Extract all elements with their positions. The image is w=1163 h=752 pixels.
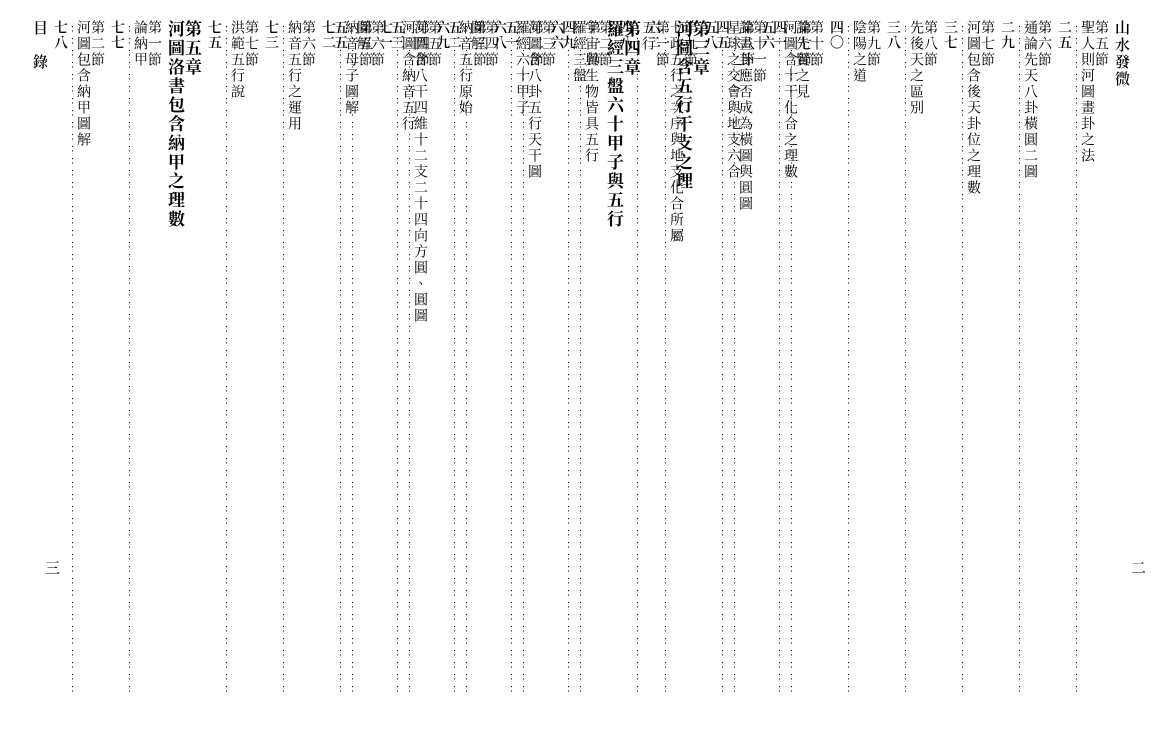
leader-dots: ：：：：：：：：：：：：：：：：：：：：：：：：：：：：：：：：：：：：：：：：… <box>844 24 853 696</box>
leader-dots: ：：：：：：：：：：：：：：：：：：：：：：：：：：：：：：：：：：：：：：：：… <box>901 24 910 696</box>
leader-dots: ：：：：：：：：：：：：：：：：：：：：：：：：：：：：：：：：：：：：：：：：… <box>393 24 402 696</box>
leader-dots: ：：：：：：：：：：：：：：：：：：：：：：：：：：：：：：：：：：：：：：：：… <box>222 24 231 696</box>
running-header: 目 錄 <box>33 20 48 140</box>
page-ref: 六六 <box>550 20 564 700</box>
toc-entry: 第二節河圖包含納甲圖解：：：：：：：：：：：：：：：：：：：：：：：：：：：：：… <box>54 20 105 700</box>
section-label: 第八節 <box>924 20 938 694</box>
leader-dots: ：：：：：：：：：：：：：：：：：：：：：：：：：：：：：：：：：：：：：：：：… <box>279 24 288 696</box>
toc-entry: 第四節河圖含納音五行：：：：：：：：：：：：：：：：：：：：：：：：：：：：：：… <box>379 20 430 700</box>
toc-entry: 第一節論納甲：：：：：：：：：：：：：：：：：：：：：：：：：：：：：：：：：：… <box>111 20 162 700</box>
toc-entry: 第九節陰陽之道：：：：：：：：：：：：：：：：：：：：：：：：：：：：：：：：：… <box>830 20 881 700</box>
page-number-left: 三 <box>42 560 63 581</box>
leader-dots: ：：：：：：：：：：：：：：：：：：：：：：：：：：：：：：：：：：：：：：：：… <box>336 24 345 696</box>
page-ref: 二九 <box>1001 20 1015 700</box>
page-ref: 四〇 <box>830 20 844 700</box>
section-label: 第九節 <box>867 20 881 694</box>
section-title: 論納甲 <box>134 20 148 700</box>
section-label: 第一節 <box>148 20 162 694</box>
running-header: 山水發微 <box>1115 20 1130 140</box>
toc-entry: 第七節河圖含十干化合之理數：：：：：：：：：：：：：：：：：：：：：：：：：：：… <box>761 20 812 700</box>
section-title: 聖人則河圖畫卦之法 <box>1081 20 1095 700</box>
page-ref: 七三 <box>265 20 279 700</box>
section-title: 通論先天八卦橫圓二圖 <box>1024 20 1038 700</box>
toc-entry: 第八節先後天之區別：：：：：：：：：：：：：：：：：：：：：：：：：：：：：：：… <box>887 20 938 700</box>
section-title: 河圖含十干化合之理數 <box>784 20 798 700</box>
leader-dots: ：：：：：：：：：：：：：：：：：：：：：：：：：：：：：：：：：：：：：：：：… <box>775 24 784 696</box>
left-page: 第七節河圖含十干化合之理數：：：：：：：：：：：：：：：：：：：：：：：：：：：… <box>30 20 815 740</box>
page-ref: 三七 <box>944 20 958 700</box>
leader-dots: ：：：：：：：：：：：：：：：：：：：：：：：：：：：：：：：：：：：：：：：：… <box>125 24 134 696</box>
toc-entry: 第六節納音五行之運用：：：：：：：：：：：：：：：：：：：：：：：：：：：：：：… <box>265 20 316 700</box>
chapter-heading: 第五章河圖洛書包含納甲之理數 <box>168 20 202 440</box>
leader-dots: ：：：：：：：：：：：：：：：：：：：：：：：：：：：：：：：：：：：：：：：：… <box>661 24 670 696</box>
page-ref: 二五 <box>1058 20 1072 700</box>
leader-dots: ：：：：：：：：：：：：：：：：：：：：：：：：：：：：：：：：：：：：：：：：… <box>564 24 573 696</box>
leader-dots: ：：：：：：：：：：：：：：：：：：：：：：：：：：：：：：：：：：：：：：：：… <box>1015 24 1024 696</box>
section-title: 納音五行之運用 <box>288 20 302 700</box>
section-title: 星球之交會與地支六合 <box>727 20 741 700</box>
section-title: 羅經六十甲子 <box>516 20 530 700</box>
toc-entry: 第九節七政五行之次序與地支化合所屬：：：：：：：：：：：：：：：：：：：：：：：… <box>647 20 698 700</box>
toc-entry: 第六節通論先天八卦橫圓二圖：：：：：：：：：：：：：：：：：：：：：：：：：：：… <box>1001 20 1052 700</box>
page-ref: 七五 <box>208 20 222 700</box>
page-ref: 七一 <box>379 20 393 700</box>
leader-dots: ：：：：：：：：：：：：：：：：：：：：：：：：：：：：：：：：：：：：：：：：… <box>68 24 77 696</box>
toc-entry: 第三節納音五行原始：：：：：：：：：：：：：：：：：：：：：：：：：：：：：：：… <box>436 20 487 700</box>
toc-entry: 第五節聖人則河圖畫卦之法：：：：：：：：：：：：：：：：：：：：：：：：：：：：… <box>1058 20 1109 700</box>
chapter-heading: 第四章羅經三盤六十甲子與五行 <box>607 20 641 440</box>
toc-entry: 第八節星球之交會與地支六合：：：：：：：：：：：：：：：：：：：：：：：：：：：… <box>704 20 755 700</box>
page-ref: 七二 <box>322 20 336 700</box>
chapter-title: 河圖洛書包含納甲之理數 <box>168 20 185 440</box>
section-label: 第三節 <box>473 20 487 694</box>
toc-entry: 第五節納音母子圖解：：：：：：：：：：：：：：：：：：：：：：：：：：：：：：：… <box>322 20 373 700</box>
page-ref: 三八 <box>887 20 901 700</box>
page-ref: 五六 <box>761 20 775 700</box>
page-ref: 六九 <box>436 20 450 700</box>
page-ref: 七八 <box>54 20 68 700</box>
leader-dots: ：：：：：：：：：：：：：：：：：：：：：：：：：：：：：：：：：：：：：：：：… <box>1072 24 1081 696</box>
section-title: 納音母子圖解 <box>345 20 359 700</box>
section-label: 第七節 <box>245 20 259 694</box>
page-number-right: 二 <box>1128 560 1149 581</box>
page-ref: 七七 <box>111 20 125 700</box>
section-title: 先後天之區別 <box>910 20 924 700</box>
section-title: 羅經三盤 <box>573 20 587 700</box>
section-label: 第五節 <box>359 20 373 694</box>
leader-dots: ：：：：：：：：：：：：：：：：：：：：：：：：：：：：：：：：：：：：：：：：… <box>450 24 459 696</box>
section-label: 第一節 <box>587 20 601 694</box>
chapter-title: 羅經三盤六十甲子與五行 <box>607 20 624 440</box>
page-ref: 六八 <box>493 20 507 700</box>
section-label: 第二節 <box>530 20 544 694</box>
toc-entry: 第一節羅經三盤：：：：：：：：：：：：：：：：：：：：：：：：：：：：：：：：：… <box>550 20 601 700</box>
toc-entry: 第二節羅經六十甲子：：：：：：：：：：：：：：：：：：：：：：：：：：：：：：：… <box>493 20 544 700</box>
section-title: 河圖包含納甲圖解 <box>77 20 91 700</box>
section-title: 河圖包含後天卦位之理數 <box>967 20 981 700</box>
section-title: 七政五行之次序與地支化合所屬 <box>670 20 684 700</box>
section-title: 洪範五行說 <box>231 20 245 700</box>
toc-entry: 第七節河圖包含後天卦位之理數：：：：：：：：：：：：：：：：：：：：：：：：：：… <box>944 20 995 700</box>
leader-dots: ：：：：：：：：：：：：：：：：：：：：：：：：：：：：：：：：：：：：：：：：… <box>958 24 967 696</box>
section-title: 河圖含納音五行 <box>402 20 416 700</box>
page-ref: 六二 <box>647 20 661 700</box>
toc-entry: 第七節洪範五行說：：：：：：：：：：：：：：：：：：：：：：：：：：：：：：：：… <box>208 20 259 700</box>
section-title: 陰陽之道 <box>853 20 867 700</box>
leader-dots: ：：：：：：：：：：：：：：：：：：：：：：：：：：：：：：：：：：：：：：：：… <box>507 24 516 696</box>
page-ref: 五八 <box>704 20 718 700</box>
leader-dots: ：：：：：：：：：：：：：：：：：：：：：：：：：：：：：：：：：：：：：：：：… <box>718 24 727 696</box>
section-title: 納音五行原始 <box>459 20 473 700</box>
